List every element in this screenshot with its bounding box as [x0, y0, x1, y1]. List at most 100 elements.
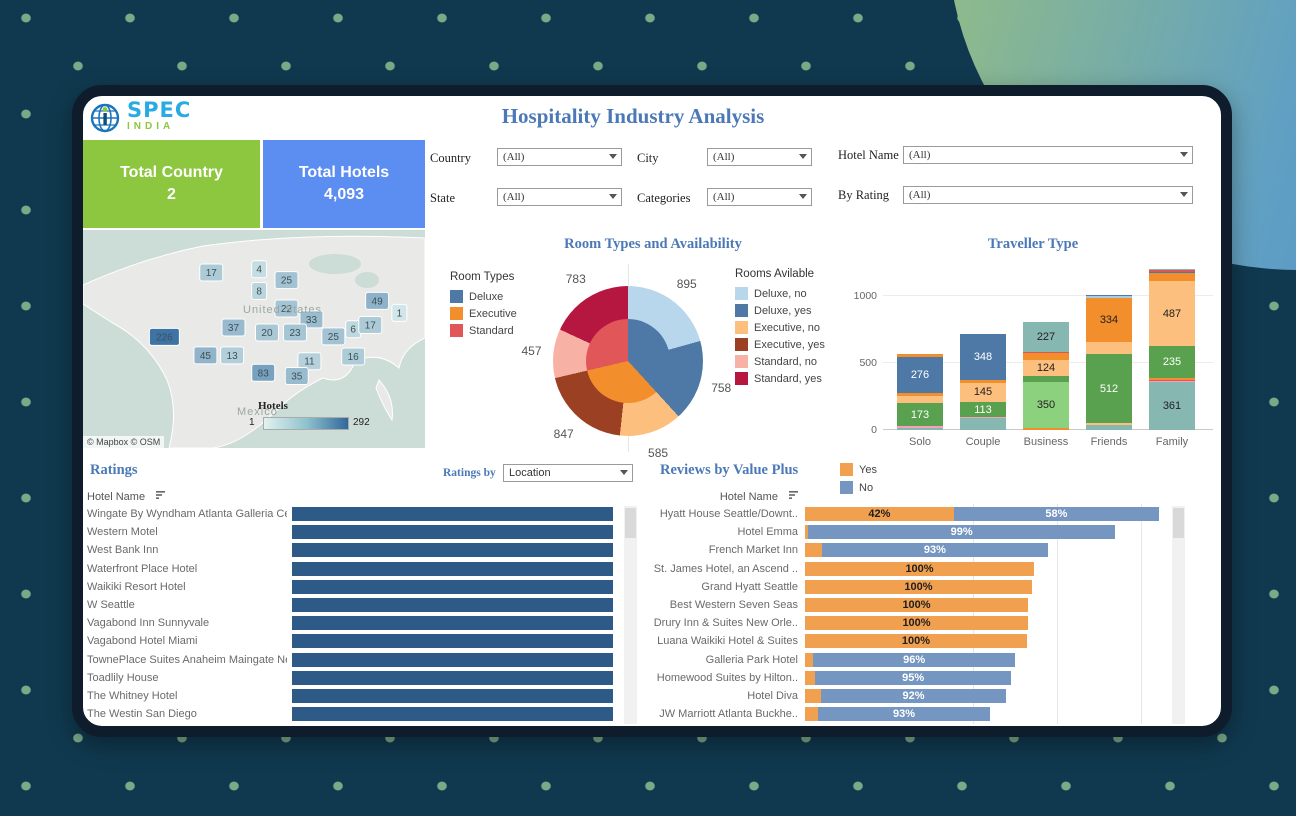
review-bar[interactable]: 99% — [805, 525, 1116, 540]
map-state[interactable]: 23 — [283, 323, 308, 342]
review-bar[interactable]: 100% — [805, 561, 1035, 576]
bar-segment[interactable]: 361 — [1149, 381, 1195, 430]
review-bar[interactable]: 93% — [805, 543, 1048, 558]
room-type-legend-item[interactable]: Deluxe — [450, 288, 517, 305]
bar-segment[interactable]: 487 — [1149, 281, 1195, 347]
map-state[interactable]: 13 — [220, 346, 245, 365]
bar-segment[interactable]: 113 — [960, 402, 1006, 418]
map-state[interactable]: 83 — [251, 363, 276, 382]
yes-segment[interactable] — [805, 670, 816, 685]
rooms-available-legend-item[interactable]: Standard, yes — [735, 370, 825, 387]
map-state[interactable]: 17 — [358, 316, 383, 335]
bar-segment[interactable]: 173 — [897, 403, 943, 427]
bar-segment[interactable] — [960, 417, 1006, 430]
yes-segment[interactable] — [805, 707, 818, 722]
bar-segment[interactable] — [1149, 269, 1195, 271]
bar-segment[interactable] — [897, 396, 943, 404]
ratings-column-header[interactable]: Hotel Name — [87, 491, 167, 504]
map-state[interactable]: 16 — [341, 347, 366, 366]
filter-hotel-name-dropdown[interactable]: (All) — [903, 146, 1193, 164]
bar-segment[interactable] — [960, 417, 1006, 418]
rooms-available-legend-item[interactable]: Executive, no — [735, 319, 825, 336]
yes-segment[interactable]: 100% — [805, 616, 1029, 631]
review-bar[interactable]: 93% — [805, 707, 991, 722]
map-state[interactable]: 35 — [284, 367, 309, 386]
reviews-scrollbar-thumb[interactable] — [1173, 508, 1184, 538]
ratings-scrollbar[interactable] — [624, 506, 637, 724]
yes-segment[interactable]: 100% — [805, 634, 1027, 649]
room-type-legend-item[interactable]: Executive — [450, 305, 517, 322]
map-state[interactable]: 22 — [274, 299, 299, 318]
rating-bar[interactable] — [292, 616, 613, 631]
bar-segment[interactable] — [1086, 295, 1132, 298]
bar-segment[interactable] — [897, 426, 943, 428]
no-segment[interactable]: 58% — [953, 507, 1159, 521]
rating-bar[interactable] — [292, 652, 613, 667]
rating-bar[interactable] — [292, 670, 613, 685]
map-state[interactable]: 226 — [148, 327, 180, 346]
bar-segment[interactable] — [897, 427, 943, 430]
bar-segment[interactable] — [1023, 428, 1069, 430]
ratings-by-dropdown[interactable]: Location — [503, 464, 633, 482]
room-type-legend-item[interactable]: Standard — [450, 322, 517, 339]
bar-segment[interactable]: 145 — [960, 382, 1006, 403]
review-bar[interactable]: 100% — [805, 579, 1032, 594]
traveller-bar-family[interactable]: 361 235 487 — [1149, 269, 1195, 430]
map-state[interactable]: 33 — [299, 310, 324, 329]
map-state[interactable]: 25 — [321, 327, 346, 346]
rating-bar[interactable] — [292, 634, 613, 649]
bar-segment[interactable] — [1149, 270, 1195, 272]
sort-icon[interactable] — [156, 491, 167, 504]
rating-bar[interactable] — [292, 507, 613, 521]
yes-segment[interactable] — [805, 652, 814, 667]
rating-bar[interactable] — [292, 707, 613, 722]
map-state[interactable]: 49 — [365, 291, 390, 310]
map-state[interactable]: 17 — [199, 263, 224, 282]
rooms-available-legend-item[interactable]: Standard, no — [735, 353, 825, 370]
bar-segment[interactable] — [1149, 273, 1195, 282]
room-types-donut-chart[interactable]: 895 758 585 847 457 783 — [521, 272, 731, 460]
no-segment[interactable]: 93% — [822, 543, 1048, 558]
rating-bar[interactable] — [292, 689, 613, 703]
yes-segment[interactable] — [805, 543, 822, 558]
bar-segment[interactable] — [1086, 423, 1132, 425]
map-state[interactable]: 11 — [297, 352, 322, 371]
reviews-legend-yes[interactable]: Yes — [840, 461, 877, 478]
reviews-legend-no[interactable]: No — [840, 479, 873, 496]
no-segment[interactable]: 92% — [821, 689, 1007, 703]
review-bar[interactable]: 95% — [805, 670, 1012, 685]
bar-segment[interactable]: 124 — [1023, 359, 1069, 377]
review-bar[interactable]: 96% — [805, 652, 1015, 667]
bar-segment[interactable]: 512 — [1086, 354, 1132, 424]
traveller-bar-couple[interactable]: 113 145 348 — [960, 333, 1006, 430]
sort-icon[interactable] — [789, 491, 800, 504]
yes-segment[interactable]: 42% — [805, 507, 954, 521]
bar-segment[interactable] — [1086, 342, 1132, 355]
rating-bar[interactable] — [292, 598, 613, 612]
yes-segment[interactable]: 100% — [805, 598, 1029, 612]
filter-state-dropdown[interactable]: (All) — [497, 188, 622, 206]
rating-bar[interactable] — [292, 561, 613, 576]
yes-segment[interactable] — [805, 525, 809, 540]
no-segment[interactable]: 99% — [808, 525, 1116, 540]
reviews-column-header[interactable]: Hotel Name — [650, 491, 800, 504]
yes-segment[interactable] — [805, 689, 822, 703]
filter-city-dropdown[interactable]: (All) — [707, 148, 812, 166]
map-state[interactable]: 4 — [251, 260, 268, 279]
bar-segment[interactable] — [1086, 294, 1132, 296]
room-types-inner-pie[interactable] — [586, 319, 670, 403]
filter-country-dropdown[interactable]: (All) — [497, 148, 622, 166]
review-bar[interactable]: 100% — [805, 598, 1029, 612]
bar-segment[interactable] — [897, 393, 943, 397]
filter-categories-dropdown[interactable]: (All) — [707, 188, 812, 206]
rooms-available-legend-item[interactable]: Deluxe, no — [735, 285, 825, 302]
map-state[interactable]: 8 — [251, 282, 268, 301]
bar-segment[interactable] — [1023, 352, 1069, 360]
bar-segment[interactable]: 348 — [960, 333, 1006, 381]
bar-segment[interactable] — [1149, 380, 1195, 382]
bar-segment[interactable]: 350 — [1023, 381, 1069, 429]
review-bar[interactable]: 100% — [805, 616, 1029, 631]
map-state[interactable]: 1 — [391, 303, 408, 322]
traveller-bar-business[interactable]: 350 124 227 — [1023, 321, 1069, 430]
traveller-bar-friends[interactable]: 512 334 — [1086, 294, 1132, 430]
